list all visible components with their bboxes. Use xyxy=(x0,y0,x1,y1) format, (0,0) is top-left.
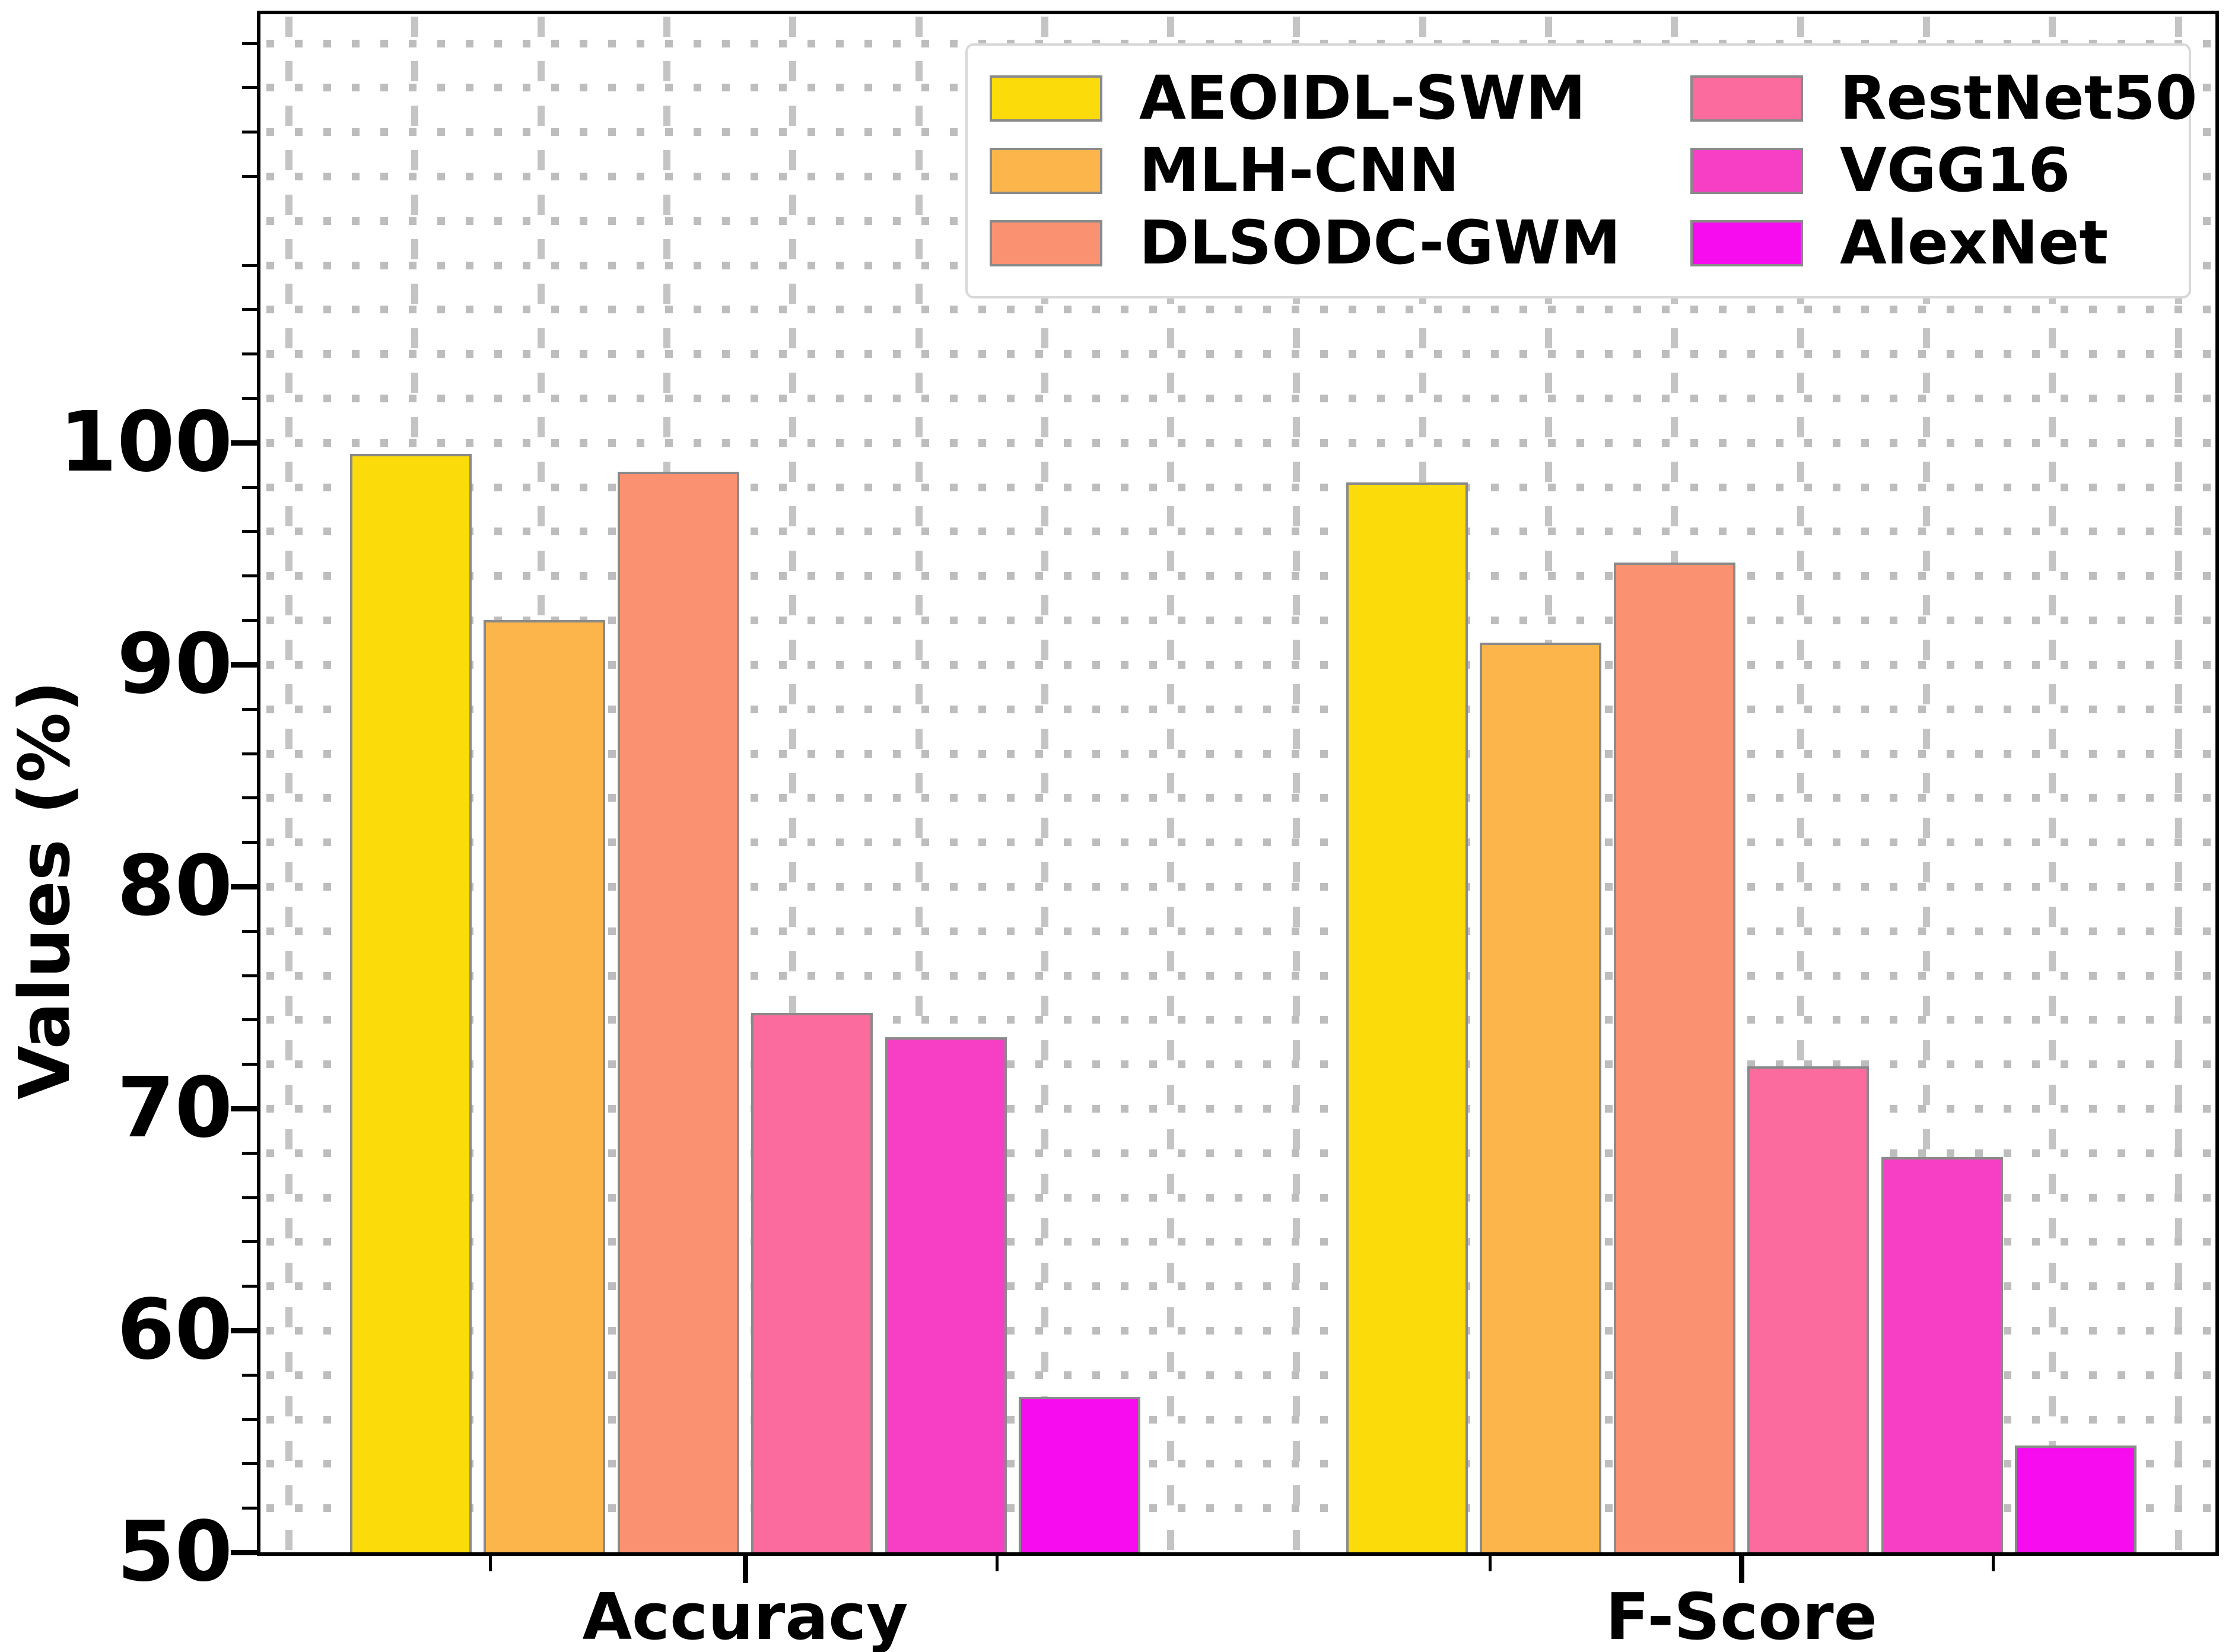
y-minor-tick xyxy=(242,1462,257,1466)
y-minor-tick xyxy=(242,1196,257,1199)
bar-restnet50-accuracy xyxy=(751,1013,873,1552)
y-minor-tick xyxy=(242,1507,257,1510)
gridline-vertical xyxy=(1041,17,1048,1550)
x-minor-tick xyxy=(996,1556,999,1571)
legend-swatch-mlh-cnn xyxy=(990,148,1102,194)
legend-label-alexnet: AlexNet xyxy=(1840,208,2109,278)
x-minor-tick xyxy=(1489,1556,1492,1571)
legend-label-dlsodc-gwm: DLSODC-GWM xyxy=(1139,208,1621,278)
y-major-tick xyxy=(231,440,257,446)
y-tick-label-90: 90 xyxy=(117,615,233,713)
y-minor-tick xyxy=(242,1151,257,1155)
legend-label-vgg16: VGG16 xyxy=(1840,135,2071,206)
x-category-label-accuracy: Accuracy xyxy=(582,1580,908,1652)
legend-swatch-vgg16 xyxy=(1690,148,1803,194)
bar-mlh-cnn-f-score xyxy=(1480,642,1602,1552)
y-tick-label-70: 70 xyxy=(117,1059,233,1157)
x-minor-tick xyxy=(489,1556,492,1571)
y-minor-tick xyxy=(242,796,257,800)
y-minor-tick xyxy=(242,974,257,977)
bar-alexnet-accuracy xyxy=(1019,1397,1141,1552)
gridline-horizontal xyxy=(266,483,2212,491)
bar-vgg16-accuracy xyxy=(885,1037,1007,1552)
y-tick-label-100: 100 xyxy=(59,393,233,491)
gridline-horizontal xyxy=(266,306,2212,314)
y-major-tick xyxy=(231,1105,257,1111)
legend-swatch-alexnet xyxy=(1690,220,1803,266)
y-minor-tick xyxy=(242,530,257,533)
gridline-vertical xyxy=(2175,17,2182,1550)
x-category-label-fscore: F-Score xyxy=(1605,1580,1877,1652)
y-minor-tick xyxy=(242,1285,257,1288)
gridline-vertical xyxy=(1293,17,1300,1550)
y-tick-label-80: 80 xyxy=(117,837,233,935)
gridline-horizontal xyxy=(266,395,2212,403)
gridline-vertical xyxy=(2049,17,2056,1550)
x-minor-tick xyxy=(1992,1556,1995,1571)
y-minor-tick xyxy=(242,352,257,356)
y-minor-tick xyxy=(242,619,257,622)
y-major-tick xyxy=(231,1550,257,1555)
y-minor-tick xyxy=(242,175,257,179)
y-minor-tick xyxy=(242,1418,257,1421)
legend-label-aeoidl-swm: AEOIDL-SWM xyxy=(1139,63,1586,134)
y-minor-tick xyxy=(242,1373,257,1377)
legend-swatch-restnet50 xyxy=(1690,75,1803,122)
legend-swatch-dlsodc-gwm xyxy=(990,220,1102,266)
y-minor-tick xyxy=(242,707,257,711)
bar-aeoidl-swm-accuracy xyxy=(349,453,472,1552)
y-minor-tick xyxy=(242,308,257,312)
y-tick-label-60: 60 xyxy=(117,1281,233,1378)
bar-dlsodc-gwm-accuracy xyxy=(617,471,739,1552)
y-major-tick xyxy=(231,662,257,668)
bar-restnet50-f-score xyxy=(1747,1066,1870,1552)
y-minor-tick xyxy=(242,574,257,578)
legend-item: AlexNet xyxy=(1690,207,2197,279)
legend-item: DLSODC-GWM xyxy=(990,207,1690,279)
y-minor-tick xyxy=(242,131,257,134)
gridline-horizontal xyxy=(266,528,2212,536)
bar-dlsodc-gwm-f-score xyxy=(1613,562,1735,1552)
y-minor-tick xyxy=(242,929,257,933)
y-major-tick xyxy=(231,884,257,889)
y-minor-tick xyxy=(242,1063,257,1066)
legend-swatch-aeoidl-swm xyxy=(990,75,1102,122)
bar-mlh-cnn-accuracy xyxy=(484,620,606,1552)
legend-item: MLH-CNN xyxy=(990,135,1690,207)
gridline-vertical xyxy=(285,17,293,1550)
gridline-vertical xyxy=(1167,17,1174,1550)
y-minor-tick xyxy=(242,485,257,489)
y-minor-tick xyxy=(242,1018,257,1022)
y-minor-tick xyxy=(242,42,257,45)
y-minor-tick xyxy=(242,263,257,267)
gridline-horizontal xyxy=(266,439,2212,447)
bar-vgg16-f-score xyxy=(1881,1157,2003,1552)
gridline-horizontal xyxy=(266,350,2212,358)
legend-item: RestNet50 xyxy=(1690,62,2197,135)
bar-aeoidl-swm-f-score xyxy=(1346,482,1468,1552)
legend-label-restnet50: RestNet50 xyxy=(1840,63,2198,134)
y-tick-label-50: 50 xyxy=(117,1504,233,1600)
y-minor-tick xyxy=(242,841,257,844)
legend-item: VGG16 xyxy=(1690,135,2197,207)
y-minor-tick xyxy=(242,86,257,90)
legend: AEOIDL-SWM MLH-CNN DLSODC-GWM RestNet50 … xyxy=(965,43,2197,298)
y-minor-tick xyxy=(242,752,257,755)
legend-item: AEOIDL-SWM xyxy=(990,62,1690,135)
x-major-tick xyxy=(1739,1556,1744,1583)
y-major-tick xyxy=(231,1327,257,1333)
y-minor-tick xyxy=(242,397,257,401)
y-minor-tick xyxy=(242,1240,257,1244)
x-major-tick xyxy=(743,1556,748,1583)
bar-alexnet-f-score xyxy=(2015,1446,2137,1552)
gridline-horizontal xyxy=(266,572,2212,580)
legend-label-mlh-cnn: MLH-CNN xyxy=(1139,135,1460,206)
